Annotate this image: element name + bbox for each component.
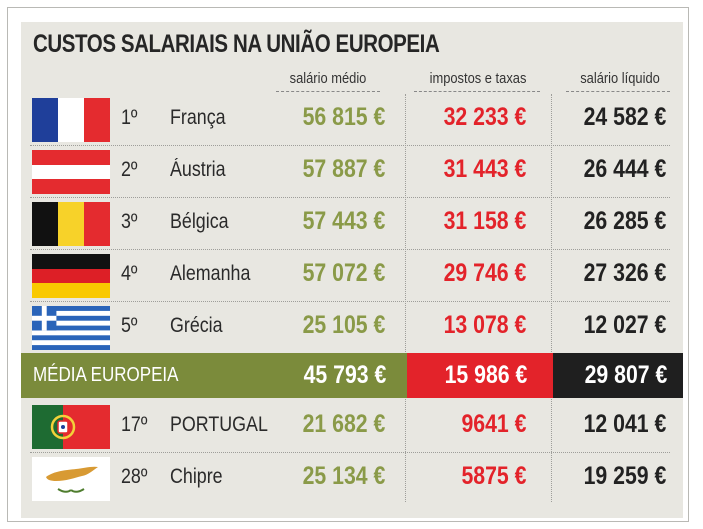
- cyprus-flag: [32, 457, 110, 501]
- germany-flag: [32, 254, 110, 298]
- average-row: MÉDIA EUROPEIA 45 793 € 15 986 € 29 807 …: [21, 353, 683, 398]
- salary-value: 56 815 €: [302, 103, 385, 131]
- column-header-net-underline: [566, 91, 670, 92]
- tax-value: 13 078 €: [443, 311, 526, 339]
- row-divider: [30, 301, 670, 302]
- country-name: PORTUGAL: [170, 413, 268, 436]
- salary-value: 25 105 €: [302, 311, 385, 339]
- column-header-tax-underline: [414, 91, 540, 92]
- tax-value: 31 158 €: [443, 207, 526, 235]
- france-flag: [32, 98, 110, 142]
- net-salary-value: 26 444 €: [583, 155, 666, 183]
- salary-value: 21 682 €: [302, 410, 385, 438]
- column-header-salary: salário médio: [289, 70, 367, 87]
- tax-value: 9641 €: [461, 410, 526, 438]
- average-band-olive: [21, 353, 407, 398]
- country-rank: 4º: [121, 262, 138, 285]
- country-rank: 2º: [121, 158, 138, 181]
- portugal-flag: [32, 405, 110, 449]
- country-name: França: [170, 106, 226, 129]
- row-divider: [30, 197, 670, 198]
- country-rank: 1º: [121, 106, 138, 129]
- column-divider: [551, 94, 552, 502]
- row-divider: [30, 249, 670, 250]
- column-header-net: salário líquido: [580, 70, 660, 87]
- salary-value: 25 134 €: [302, 462, 385, 490]
- country-name: Alemanha: [170, 262, 251, 285]
- country-rank: 5º: [121, 314, 138, 337]
- greece-flag: [32, 306, 110, 350]
- average-band-black: [553, 353, 683, 398]
- salary-value: 57 887 €: [302, 155, 385, 183]
- net-salary-value: 12 027 €: [583, 311, 666, 339]
- country-rank: 17º: [121, 413, 148, 436]
- austria-flag: [32, 150, 110, 194]
- country-name: Áustria: [170, 158, 226, 181]
- table-panel: [21, 22, 683, 518]
- tax-value: 32 233 €: [443, 103, 526, 131]
- net-salary-value: 24 582 €: [583, 103, 666, 131]
- average-net: 29 807 €: [584, 361, 667, 389]
- net-salary-value: 19 259 €: [583, 462, 666, 490]
- table-row: 4º Alemanha 57 072 € 29 746 € 27 326 €: [0, 250, 703, 302]
- tax-value: 29 746 €: [443, 259, 526, 287]
- row-divider: [30, 452, 670, 453]
- table-row: 5º Grécia 25 105 € 13 078 € 12 027 €: [0, 302, 703, 354]
- chart-title: CUSTOS SALARIAIS NA UNIÃO EUROPEIA: [33, 30, 440, 58]
- column-header-salary-underline: [276, 91, 380, 92]
- country-rank: 3º: [121, 210, 138, 233]
- table-row: 3º Bélgica 57 443 € 31 158 € 26 285 €: [0, 198, 703, 250]
- country-name: Chipre: [170, 465, 223, 488]
- belgium-flag: [32, 202, 110, 246]
- average-band-red: [407, 353, 553, 398]
- net-salary-value: 27 326 €: [583, 259, 666, 287]
- tax-value: 5875 €: [461, 462, 526, 490]
- table-row: 1º França 56 815 € 32 233 € 24 582 €: [0, 94, 703, 146]
- country-rank: 28º: [121, 465, 148, 488]
- table-row: 17º PORTUGAL 21 682 € 9641 € 12 041 €: [0, 401, 703, 453]
- salary-value: 57 072 €: [302, 259, 385, 287]
- table-row: 2º Áustria 57 887 € 31 443 € 26 444 €: [0, 146, 703, 198]
- net-salary-value: 12 041 €: [583, 410, 666, 438]
- net-salary-value: 26 285 €: [583, 207, 666, 235]
- average-salary: 45 793 €: [303, 361, 386, 389]
- column-divider: [405, 94, 406, 502]
- country-name: Bélgica: [170, 210, 229, 233]
- average-label: MÉDIA EUROPEIA: [33, 364, 179, 386]
- column-header-tax: impostos e taxas: [429, 70, 527, 87]
- country-name: Grécia: [170, 314, 223, 337]
- salary-value: 57 443 €: [302, 207, 385, 235]
- tax-value: 31 443 €: [443, 155, 526, 183]
- row-divider: [30, 145, 670, 146]
- average-tax: 15 986 €: [444, 361, 527, 389]
- table-row: 28º Chipre 25 134 € 5875 € 19 259 €: [0, 453, 703, 505]
